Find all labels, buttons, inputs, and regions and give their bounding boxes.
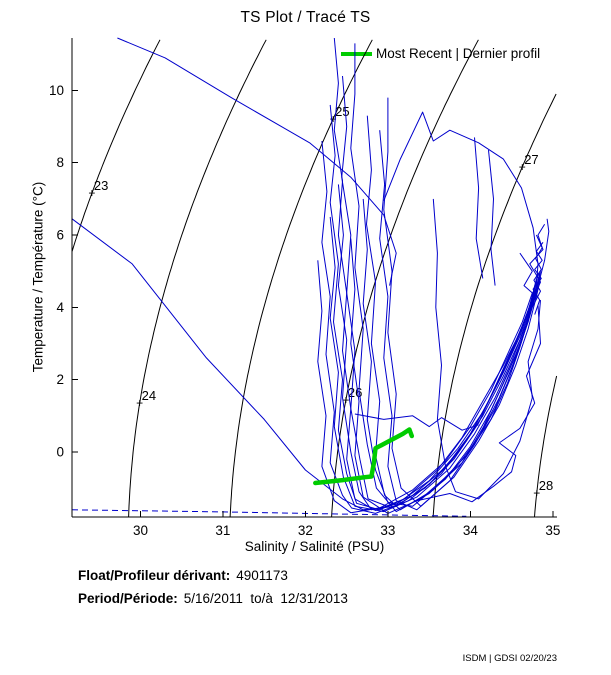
profile-line xyxy=(416,305,541,503)
contour-label-text: 27 xyxy=(524,152,538,167)
y-tick-label: 2 xyxy=(56,372,64,387)
profile-line xyxy=(321,140,536,514)
profile-line xyxy=(117,37,397,286)
float-id-label: Float/Profileur dérivant: xyxy=(78,568,231,583)
isopycnal-contours xyxy=(71,39,558,518)
profile-line xyxy=(383,97,541,507)
contour-label-text: 24 xyxy=(142,388,156,403)
profile-line xyxy=(71,218,537,511)
profile-line xyxy=(432,198,541,500)
freezing-line xyxy=(71,509,467,517)
y-tick-label: 8 xyxy=(56,155,64,170)
contour-label-marker: + xyxy=(330,112,337,126)
contour-label-marker: + xyxy=(88,186,95,200)
profile-line xyxy=(537,218,550,286)
most-recent-profile-line xyxy=(313,427,415,486)
contour-label-text: 28 xyxy=(539,478,553,493)
x-tick-label: 32 xyxy=(298,523,313,538)
x-tick-label: 30 xyxy=(133,523,148,538)
float-id-row: Float/Profileur dérivant: 4901173 xyxy=(78,568,288,583)
most-recent-line-swatch xyxy=(341,51,372,56)
y-tick-label: 10 xyxy=(49,83,64,98)
y-tick-label: 4 xyxy=(56,300,64,315)
isopycnal-contour xyxy=(71,39,161,252)
profile-line xyxy=(383,111,539,286)
profile-line xyxy=(531,223,546,308)
x-tick-label: 33 xyxy=(380,523,395,538)
profile-line xyxy=(362,198,538,507)
contour-label-marker: + xyxy=(519,160,526,174)
legend-label: Most Recent | Dernier profil xyxy=(376,46,541,61)
period-label: Period/Période: xyxy=(78,591,178,606)
y-axis-label: Temperature / Température (°C) xyxy=(30,181,46,373)
y-tick-label: 0 xyxy=(56,444,64,459)
profile-line xyxy=(474,137,484,279)
x-tick-label: 34 xyxy=(463,523,479,538)
isopycnal-contour xyxy=(534,375,558,518)
profile-line xyxy=(350,43,541,513)
isopycnal-contour xyxy=(432,93,557,518)
profile-line xyxy=(317,260,533,514)
most-recent-profile xyxy=(313,427,415,486)
x-axis-label: Salinity / Salinité (PSU) xyxy=(244,539,385,554)
profile-lines xyxy=(71,37,550,514)
freezing-point-line xyxy=(71,509,467,517)
float-id-value: 4901173 xyxy=(236,568,288,583)
page-title: TS Plot / Tracé TS xyxy=(240,9,371,26)
legend: Most Recent | Dernier profil xyxy=(341,46,540,61)
profile-line xyxy=(354,413,479,431)
contour-label-marker: + xyxy=(342,393,349,407)
credit-text: ISDM | GDSI 02/20/23 xyxy=(462,653,557,664)
isopycnal-contour xyxy=(128,39,267,518)
period-row: Period/Période: 5/16/2011 to/à 12/31/2013 xyxy=(78,591,348,606)
x-tick-label: 35 xyxy=(545,523,560,538)
contour-label-marker: + xyxy=(533,486,540,500)
profile-line xyxy=(350,238,537,514)
profile-line xyxy=(488,150,496,286)
y-tick-label: 6 xyxy=(56,228,64,243)
profile-line xyxy=(333,37,537,511)
period-value: 5/16/2011 to/à 12/31/2013 xyxy=(183,591,348,606)
contour-label-marker: + xyxy=(136,396,143,410)
contour-label-text: 23 xyxy=(94,178,108,193)
x-tick-label: 31 xyxy=(215,523,230,538)
isopycnal-contour xyxy=(229,39,373,518)
contour-label-text: 25 xyxy=(335,104,349,119)
